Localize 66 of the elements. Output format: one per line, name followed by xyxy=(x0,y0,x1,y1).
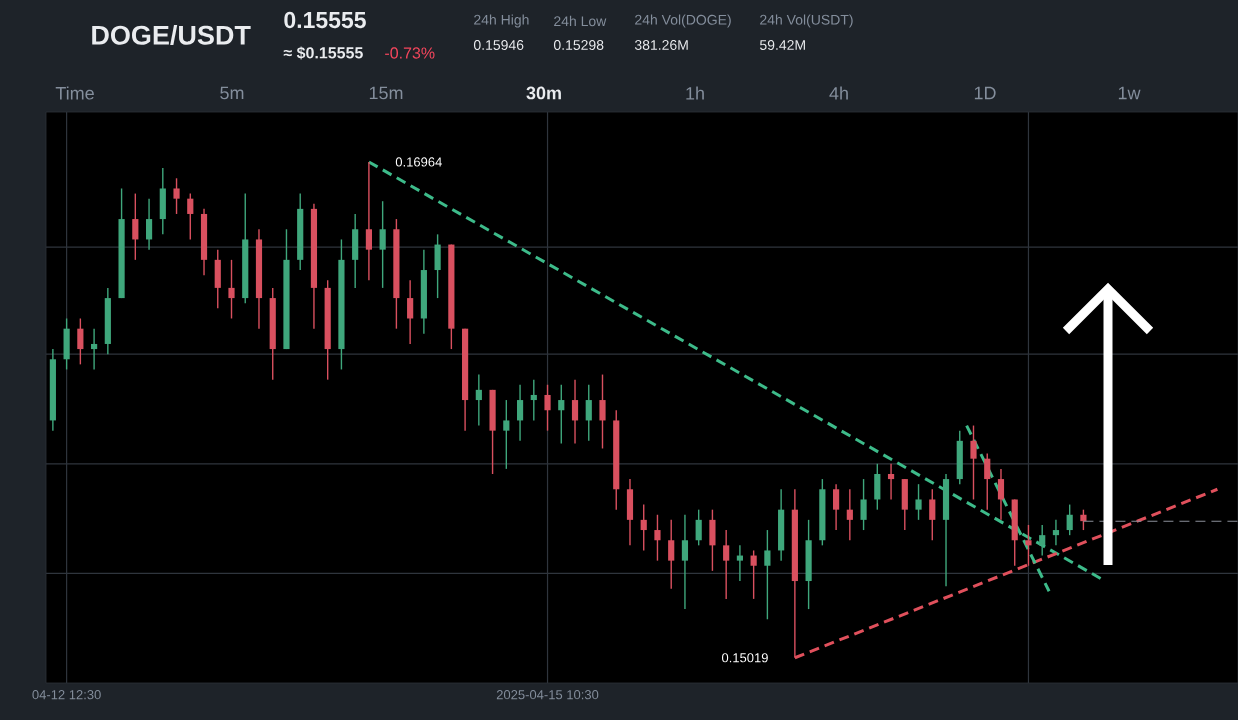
text: 24h Vol(USDT) xyxy=(760,14,853,28)
text: 59.42M xyxy=(759,40,805,50)
candlestick xyxy=(695,508,702,547)
text: 0.15946 xyxy=(473,40,524,50)
text: 24h Vol(DOGE) xyxy=(635,14,731,28)
candlestick xyxy=(1025,524,1032,567)
candlestick xyxy=(571,378,579,445)
candlestick xyxy=(187,192,194,241)
candlestick xyxy=(1066,503,1073,536)
candlestick xyxy=(1052,519,1060,547)
candlestick xyxy=(503,399,510,470)
text: 0.15555 xyxy=(284,11,366,29)
candlestick xyxy=(750,549,757,600)
candlestick xyxy=(887,463,895,501)
candlestick xyxy=(407,279,414,345)
candlestick xyxy=(379,200,386,289)
candlestick xyxy=(585,384,592,442)
x-tick-label: 2025-04-15 10:30 xyxy=(496,690,599,700)
candlestick xyxy=(668,519,675,590)
candlestick xyxy=(654,514,661,562)
text: 24h Low xyxy=(554,15,607,27)
candlestick xyxy=(997,468,1005,521)
text: 1h xyxy=(686,86,704,100)
candlestick xyxy=(860,478,867,531)
text: 24h High xyxy=(474,14,529,28)
x-tick-label: 04-12 12:30 xyxy=(32,690,101,700)
text: 1w xyxy=(1118,86,1141,100)
annotation: 0.15019 xyxy=(721,653,768,663)
text: -0.73% xyxy=(385,47,435,59)
candlestick xyxy=(530,378,537,422)
candlestick xyxy=(475,373,482,427)
candlestick xyxy=(736,544,743,582)
candlestick xyxy=(77,317,84,366)
candlestick xyxy=(764,529,771,620)
annotation: 0.16964 xyxy=(395,157,442,167)
candlestick xyxy=(833,483,840,531)
candlestick xyxy=(846,488,853,541)
text: 5m xyxy=(220,86,244,100)
candlestick xyxy=(1080,508,1087,531)
candlestick xyxy=(228,259,235,320)
candlestick xyxy=(1039,524,1046,557)
candlestick xyxy=(558,384,565,445)
candlestick xyxy=(544,384,551,432)
candlestick xyxy=(984,452,991,511)
candlestick xyxy=(681,514,689,610)
candlestick xyxy=(132,192,139,261)
text: Time xyxy=(55,86,94,100)
candlestick xyxy=(599,373,606,450)
candlestick xyxy=(723,529,730,600)
text: 15m xyxy=(369,86,403,100)
candlestick xyxy=(91,327,98,371)
text: 0.15298 xyxy=(553,40,604,50)
candlestick xyxy=(365,161,372,281)
candlestick xyxy=(970,424,977,501)
candlestick xyxy=(516,384,524,442)
text: 1D xyxy=(974,86,996,100)
text: ≈ $0.15555 xyxy=(283,46,363,60)
candlestick xyxy=(915,483,922,521)
candlestick xyxy=(640,503,647,552)
text: 4h xyxy=(829,86,848,100)
text: 381.26M xyxy=(634,40,688,50)
text: 30m xyxy=(526,86,561,100)
candlestick xyxy=(173,177,180,215)
chart-title: DOGE/USDT xyxy=(92,24,251,46)
candlestick xyxy=(929,488,936,541)
candlestick xyxy=(145,197,153,251)
